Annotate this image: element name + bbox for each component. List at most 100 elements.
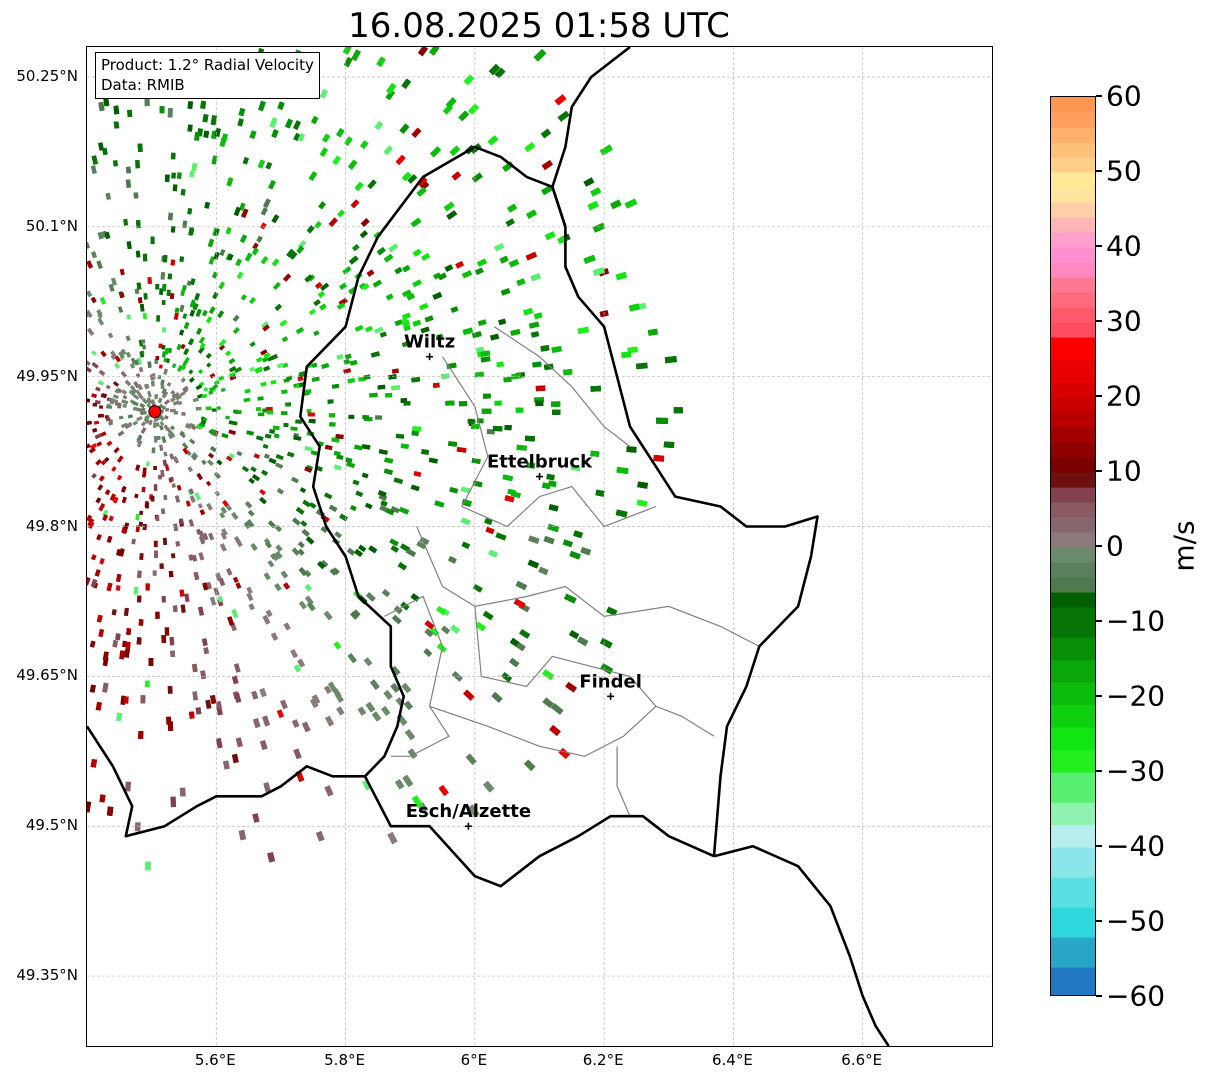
colorbar-tick-mark <box>1096 995 1102 997</box>
colorbar-tick-mark <box>1096 245 1102 247</box>
canton-center <box>474 606 715 737</box>
colorbar-segment <box>1051 142 1095 158</box>
lon-tick-label: 6.2°E <box>582 1051 624 1069</box>
radar-site-dot <box>148 405 162 419</box>
colorbar-segment <box>1051 187 1095 203</box>
colorbar-segment <box>1051 607 1095 638</box>
colorbar-segment <box>1051 637 1095 661</box>
colorbar-tick-label: 30 <box>1106 304 1142 338</box>
lux-east <box>564 226 819 857</box>
canton-north <box>493 326 631 448</box>
colorbar-segment <box>1051 772 1095 803</box>
colorbar-segment <box>1051 907 1095 938</box>
colorbar-segment <box>1051 262 1095 278</box>
colorbar-segment <box>1051 802 1095 826</box>
colorbar-tick-mark <box>1096 770 1102 772</box>
lat-tick-label: 49.65°N <box>16 666 78 685</box>
colorbar-tick-label: −10 <box>1106 604 1166 638</box>
lon-tick-label: 6.6°E <box>841 1051 883 1069</box>
chart-title: 16.08.2025 01:58 UTC <box>348 6 730 46</box>
colorbar-segment <box>1051 682 1095 706</box>
lon-tick-label: 6.4°E <box>712 1051 753 1069</box>
canton-middle <box>416 526 760 647</box>
colorbar-tick-label: −60 <box>1106 979 1166 1013</box>
city-label: Wiltz <box>404 332 455 353</box>
colorbar-tick-label: −40 <box>1106 829 1166 863</box>
colorbar-segment <box>1051 487 1095 503</box>
colorbar-segment <box>1051 307 1095 323</box>
colorbar-segment <box>1051 877 1095 908</box>
colorbar-segment <box>1051 172 1095 188</box>
city-ettelbruck: Ettelbruck <box>487 452 593 481</box>
map-canvas[interactable]: Wiltz Ettelbruck Findel Esch/Alzette <box>87 47 992 1046</box>
colorbar-segment <box>1051 532 1095 548</box>
colorbar-segment <box>1051 937 1095 968</box>
colorbar-segment <box>1051 457 1095 473</box>
colorbar-segment <box>1051 112 1095 128</box>
colorbar-segment <box>1051 517 1095 533</box>
colorbar-segment <box>1051 704 1095 728</box>
colorbar-segment <box>1051 967 1095 995</box>
colorbar-segment <box>1051 157 1095 173</box>
colorbar-segment <box>1051 502 1095 518</box>
colorbar-segment <box>1051 442 1095 458</box>
colorbar-unit-label: m/s <box>1167 520 1201 572</box>
colorbar-tick-label: −50 <box>1106 904 1166 938</box>
radar-velocity-layer <box>87 47 683 871</box>
lon-tick-label: 5.6°E <box>194 1051 236 1069</box>
colorbar-segment <box>1051 562 1095 578</box>
lat-tick-label: 49.8°N <box>25 516 78 535</box>
national-borders <box>87 47 890 1046</box>
lon-tick-label: 6°E <box>460 1051 488 1069</box>
colorbar-tick-mark <box>1096 95 1102 97</box>
colorbar-tick-mark <box>1096 620 1102 622</box>
lat-tick-label: 49.35°N <box>16 966 78 985</box>
colorbar-tick-mark <box>1096 845 1102 847</box>
colorbar-segment <box>1051 97 1095 113</box>
canton-north-inner <box>441 356 657 528</box>
lon-tick-label: 5.8°E <box>324 1051 365 1069</box>
colorbar-segment <box>1051 847 1095 878</box>
colorbar-tick-mark <box>1096 170 1102 172</box>
colorbar-segment <box>1051 337 1095 361</box>
colorbar-segment <box>1051 592 1095 608</box>
colorbar-segment <box>1051 727 1095 751</box>
colorbar-segment <box>1051 824 1095 848</box>
be-de-north <box>551 47 631 228</box>
colorbar-tick-mark <box>1096 320 1102 322</box>
colorbar-tick-label: 60 <box>1106 79 1142 113</box>
canton-south <box>429 705 657 757</box>
product-info-box: Product: 1.2° Radial Velocity Data: RMIB <box>95 52 320 99</box>
colorbar-segment <box>1051 232 1095 248</box>
colorbar-segment <box>1051 749 1095 773</box>
colorbar-segment <box>1051 427 1095 443</box>
colorbar-tick-mark <box>1096 920 1102 922</box>
colorbar-segment <box>1051 472 1095 488</box>
colorbar-segment <box>1051 412 1095 428</box>
colorbar-tick-mark <box>1096 695 1102 697</box>
colorbar-segment <box>1051 397 1095 413</box>
city-label: Esch/Alzette <box>406 801 531 822</box>
city-label: Findel <box>579 671 642 692</box>
map-panel[interactable]: Wiltz Ettelbruck Findel Esch/Alzette <box>86 46 993 1047</box>
colorbar-segment <box>1051 577 1095 593</box>
colorbar-segment <box>1051 127 1095 143</box>
colorbar-segment <box>1051 547 1095 563</box>
data-source-label: Data: RMIB <box>101 76 185 94</box>
product-label: Product: 1.2° Radial Velocity <box>101 56 314 74</box>
colorbar-segment <box>1051 322 1095 338</box>
city-esch-alzette: Esch/Alzette <box>406 801 531 830</box>
colorbar-tick-label: 10 <box>1106 454 1142 488</box>
city-findel: Findel <box>579 671 642 700</box>
colorbar-segment <box>1051 292 1095 308</box>
colorbar-tick-label: 0 <box>1106 529 1124 563</box>
lux-south <box>363 775 715 888</box>
city-wiltz: Wiltz <box>404 332 455 361</box>
canton-boundaries <box>384 326 760 817</box>
colorbar-segment <box>1051 359 1095 383</box>
lux-west-north <box>87 145 567 838</box>
canton-south-east <box>616 746 631 817</box>
colorbar-tick-label: 40 <box>1106 229 1142 263</box>
colorbar-segment <box>1051 202 1095 218</box>
colorbar-segment <box>1051 247 1095 263</box>
